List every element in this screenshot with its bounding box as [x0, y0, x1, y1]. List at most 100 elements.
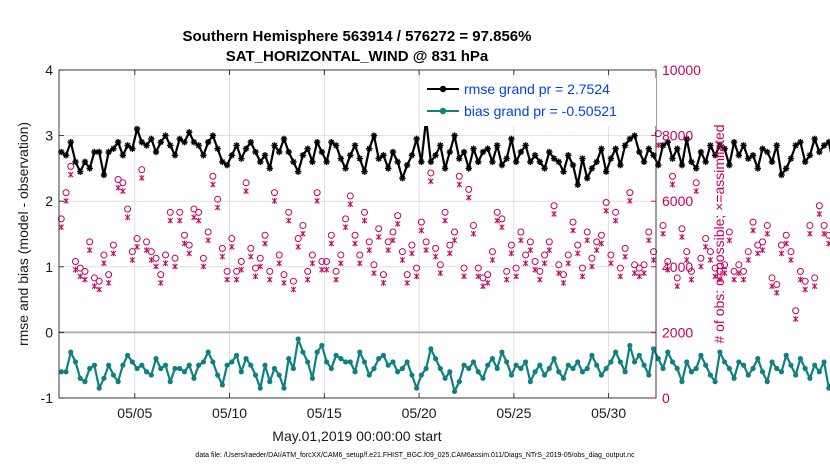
- rmse-point-stroke: [442, 165, 448, 172]
- obs-possible-point: [488, 248, 496, 256]
- rmse-point: [484, 145, 491, 152]
- rmse-point: [470, 145, 477, 152]
- bias-point: [755, 356, 761, 362]
- bias-point: [219, 382, 225, 388]
- bias-point: [399, 365, 406, 372]
- rmse-point: [674, 145, 681, 152]
- obs-possible-point: [209, 172, 217, 180]
- obs-possible-point: [697, 254, 705, 262]
- obs-possible-point: [375, 225, 383, 233]
- rmse-point-stroke: [371, 132, 377, 139]
- bias-point: [726, 365, 732, 372]
- rmse-point-stroke: [153, 149, 159, 155]
- obs-possible-point: [384, 238, 392, 246]
- rmse-point: [820, 142, 828, 149]
- rmse-point: [437, 142, 444, 149]
- obs-possible-point: [759, 238, 767, 246]
- obs-possible-point: [379, 271, 387, 279]
- rmse-point: [304, 145, 311, 152]
- rmse-point: [252, 148, 259, 156]
- rmse-point-stroke: [636, 149, 643, 155]
- rmse-point: [531, 152, 539, 159]
- obs-assimilated-point: [821, 230, 827, 237]
- rmse-point: [337, 155, 345, 162]
- rmse-point: [114, 138, 122, 146]
- rmse-point: [550, 155, 558, 162]
- bias-point: [793, 372, 799, 378]
- x-tick-label: 05/05: [117, 405, 152, 421]
- obs-possible-point: [754, 241, 762, 249]
- obs-possible-point: [687, 267, 695, 275]
- obs-assimilated-point: [593, 247, 600, 254]
- bias-point: [243, 356, 249, 362]
- bias-point: [499, 349, 505, 355]
- rmse-point-stroke: [224, 162, 230, 168]
- obs-assimilated-point: [442, 217, 448, 224]
- obs-assimilated-point: [475, 273, 481, 280]
- obs-assimilated-point: [385, 247, 391, 254]
- rmse-point-stroke: [593, 159, 600, 165]
- obs-assimilated-point: [759, 247, 766, 254]
- obs-assimilated-point: [338, 260, 344, 267]
- obs-possible-point: [95, 277, 103, 285]
- obs-assimilated-point: [390, 237, 396, 244]
- rmse-point-stroke: [617, 162, 624, 168]
- bias-point: [418, 372, 424, 378]
- rmse-point-stroke: [418, 159, 425, 165]
- obs-assimilated-point: [565, 260, 572, 267]
- rmse-point: [636, 148, 643, 156]
- obs-assimilated-point: [788, 257, 794, 263]
- rmse-point: [143, 142, 150, 149]
- obs-assimilated-point: [323, 266, 330, 273]
- obs-assimilated-point: [72, 266, 79, 273]
- rmse-point-stroke: [58, 149, 65, 155]
- rmse-point-stroke: [139, 139, 145, 145]
- rmse-point-stroke: [740, 142, 747, 149]
- rmse-point-stroke: [323, 159, 330, 165]
- obs-assimilated-point: [404, 280, 410, 286]
- rmse-point: [749, 152, 757, 159]
- obs-possible-point: [318, 258, 326, 266]
- obs-assimilated-point: [238, 266, 245, 273]
- rmse-point: [347, 152, 354, 159]
- bias-point: [475, 369, 481, 375]
- obs-possible-point: [578, 264, 586, 272]
- rmse-point: [342, 165, 349, 172]
- y-tick-label: 3: [45, 128, 53, 144]
- rmse-point-stroke: [821, 142, 827, 149]
- obs-assimilated-point: [309, 260, 316, 267]
- rmse-point-stroke: [214, 145, 221, 152]
- rmse-point-stroke: [721, 145, 728, 152]
- x-tick-label: 05/20: [402, 405, 437, 421]
- rmse-point: [380, 152, 387, 159]
- obs-assimilated-point: [456, 181, 463, 188]
- obs-assimilated-point: [224, 276, 230, 283]
- rmse-point-stroke: [290, 159, 297, 165]
- bias-point: [622, 369, 628, 375]
- obs-assimilated-point: [63, 198, 69, 204]
- obs-assimilated-point: [162, 260, 169, 267]
- obs-possible-point: [773, 280, 781, 288]
- obs-possible-point: [233, 267, 241, 275]
- obs-possible-point: [460, 264, 468, 272]
- rmse-point: [214, 145, 221, 152]
- bias-point: [177, 365, 183, 372]
- rmse-point: [451, 132, 458, 139]
- bias-point: [451, 388, 458, 395]
- obs-possible-point: [792, 307, 800, 315]
- obs-assimilated-point: [664, 266, 671, 273]
- rmse-point-stroke: [432, 152, 439, 159]
- y-tick-label: 2: [45, 193, 53, 209]
- obs-assimilated-point: [650, 257, 657, 263]
- rmse-point: [399, 175, 406, 182]
- obs-possible-point: [214, 195, 222, 203]
- bias-point: [314, 349, 320, 355]
- bias-point: [409, 372, 415, 378]
- obs-possible-point: [678, 225, 686, 233]
- rmse-point-stroke: [176, 136, 183, 142]
- rmse-point-stroke: [205, 139, 211, 145]
- bias-point: [442, 375, 448, 381]
- obs-possible-point: [171, 254, 179, 262]
- bias-point: [333, 352, 339, 358]
- rmse-point: [745, 155, 752, 162]
